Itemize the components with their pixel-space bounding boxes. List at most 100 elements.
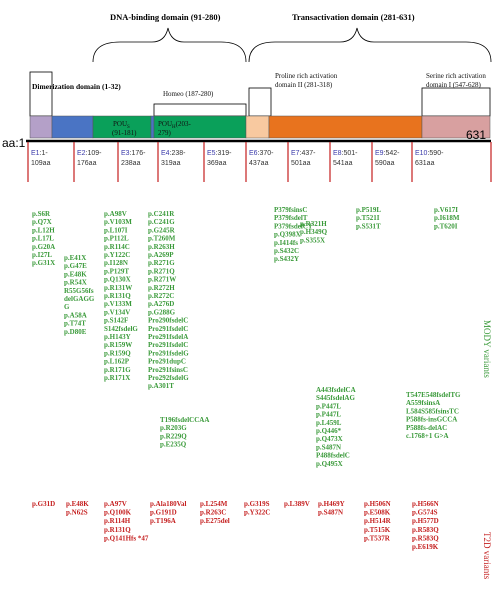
serine-label-line2: domain I (547-628) xyxy=(426,81,481,89)
mody-variant: p.G20A xyxy=(32,243,55,251)
exon-range: 501aa xyxy=(291,160,311,167)
mody-variant: p.R159Q xyxy=(104,349,131,357)
t2d-variant: p.S487N xyxy=(318,509,343,517)
t2d-variant: p.T196A xyxy=(150,517,176,525)
mody-variant: Pro291fsdelA xyxy=(148,333,188,341)
t2d-variant: p.R114H xyxy=(104,517,131,525)
mody-variant: p.S142F xyxy=(104,317,128,325)
mody-variant: p.S355X xyxy=(300,236,325,244)
mody-variant: p.P112L xyxy=(104,235,129,243)
pous-label: POUS xyxy=(113,120,130,130)
t2d-variant: p.H506N xyxy=(364,500,391,508)
mody-variant: p.I618M xyxy=(434,214,460,222)
mody-variant: c.1768+1 G>A xyxy=(406,432,449,440)
mody-variant: p.E48K xyxy=(64,270,87,278)
mody-variant: p.R54X xyxy=(64,279,87,287)
mody-variant: p.I414fs xyxy=(274,239,298,247)
mody-variant: p.L162P xyxy=(104,358,130,366)
exon-label: E6:370- xyxy=(249,150,274,157)
mody-variant: delGAGG xyxy=(64,295,95,303)
t2d-variant: p.E48K xyxy=(66,500,89,508)
mody-variant: p.A276D xyxy=(148,300,174,308)
mody-variant: p.R229Q xyxy=(160,432,187,440)
t2d-variant: p.L389V xyxy=(284,500,310,508)
mody-variant: p.I27L xyxy=(32,251,52,259)
mody-variant: p.E235Q xyxy=(160,441,187,449)
t2d-variant: p.T537R xyxy=(364,534,391,542)
mody-variant: p.Q7X xyxy=(32,218,52,226)
mody-variants-label: MODY variants xyxy=(482,320,492,378)
mody-variant: Pro291dupC xyxy=(148,358,186,366)
transactivation-domain-label: Transactivation domain (281-631) xyxy=(292,12,415,22)
mody-variant: p.A98V xyxy=(104,210,127,218)
mody-variant: p.R271Q xyxy=(148,267,175,275)
mody-variant: p.V133M xyxy=(104,300,132,308)
exon-range: 437aa xyxy=(249,160,269,167)
mody-variant: Pro291fsinsC xyxy=(148,366,188,374)
mody-variant: p.T74T xyxy=(64,320,86,328)
serine-outline xyxy=(421,87,491,117)
mody-variant: p.A58A xyxy=(64,311,87,319)
pouh-range: 279) xyxy=(158,129,172,137)
mody-variant: p.G47E xyxy=(64,262,87,270)
domain-brackets xyxy=(92,27,492,63)
mody-variant: p.R159W xyxy=(104,341,132,349)
dimerization-outline xyxy=(29,71,53,117)
mody-variant: p.Q495X xyxy=(316,460,343,468)
t2d-variant: p.E619K xyxy=(412,543,439,551)
exon-range: 238aa xyxy=(121,160,141,167)
subdomain-outlines xyxy=(29,71,491,117)
mody-variant: p.P519L xyxy=(356,206,381,214)
dimerization-domain-label: Dimerization domain (1-32) xyxy=(32,82,121,91)
exon-label: E1:1- xyxy=(31,150,48,157)
seg-orange xyxy=(268,115,423,139)
t2d-variant: p.N62S xyxy=(66,509,88,517)
exon-label: E3:176- xyxy=(121,150,146,157)
mody-variant: p.V134V xyxy=(104,308,130,316)
mody-variant: p.P129T xyxy=(104,267,129,275)
mody-variant: p.E41X xyxy=(64,254,86,262)
t2d-variant: p.R583Q xyxy=(412,534,439,542)
mody-variant: p.A301T xyxy=(148,382,174,390)
proline-outline xyxy=(248,87,272,117)
homeo-label: Homeo (187-280) xyxy=(163,90,214,98)
exon-range: 541aa xyxy=(333,160,353,167)
mody-variant: p.R272C xyxy=(148,292,174,300)
mody-variant: p.V617I xyxy=(434,206,458,214)
t2d-variant: p.L254M xyxy=(200,500,228,508)
mody-variant: p.R131W xyxy=(104,284,132,292)
exon-range: 176aa xyxy=(77,160,97,167)
mody-variant: P379fsdelT xyxy=(274,214,308,222)
mody-variant: p.R203G xyxy=(160,424,187,432)
mody-variant: p.P447L xyxy=(316,402,341,410)
t2d-variant: p.H566N xyxy=(412,500,439,508)
t2d-variant: p.R131Q xyxy=(104,526,131,534)
mody-variant: p.P447L xyxy=(316,411,341,419)
mody-variant: p.G31X xyxy=(32,259,55,267)
mody-variant: p.R131Q xyxy=(104,292,131,300)
mody-variant: p.R114C xyxy=(104,243,130,251)
exon-range: 590aa xyxy=(375,160,395,167)
mody-variant: p.S487N xyxy=(316,443,341,451)
mody-variant: P488fsdelC xyxy=(316,452,350,460)
exon-label: E5:319- xyxy=(207,150,232,157)
t2d-variants: p.G31D p.E48Kp.N62Sp.A97Vp.Q100Kp.R114Hp.… xyxy=(32,500,439,551)
dna-binding-domain-label: DNA-binding domain (91-280) xyxy=(110,12,221,22)
mody-variant: p.R321H xyxy=(300,220,327,228)
exon-range: 369aa xyxy=(207,160,227,167)
t2d-variant: p.A97V xyxy=(104,500,127,508)
mody-variant: Pro291fsdelC xyxy=(148,341,188,349)
exon-range: 109aa xyxy=(31,160,51,167)
t2d-variant: p.Ala180Val xyxy=(150,500,187,508)
mody-variant: p.V103M xyxy=(104,218,132,226)
exon-range: 319aa xyxy=(161,160,181,167)
mody-variant: p.R171X xyxy=(104,374,130,382)
mody-variant: p.A269P xyxy=(148,251,174,259)
mody-variant: P588fs-insGCCA xyxy=(406,416,457,424)
t2d-variant: p.H577D xyxy=(412,517,439,525)
mody-variant: p.D80E xyxy=(64,328,87,336)
exon-label: E7:437- xyxy=(291,150,316,157)
exon-label: E10:590- xyxy=(415,150,444,157)
exon-range: 631aa xyxy=(415,160,435,167)
